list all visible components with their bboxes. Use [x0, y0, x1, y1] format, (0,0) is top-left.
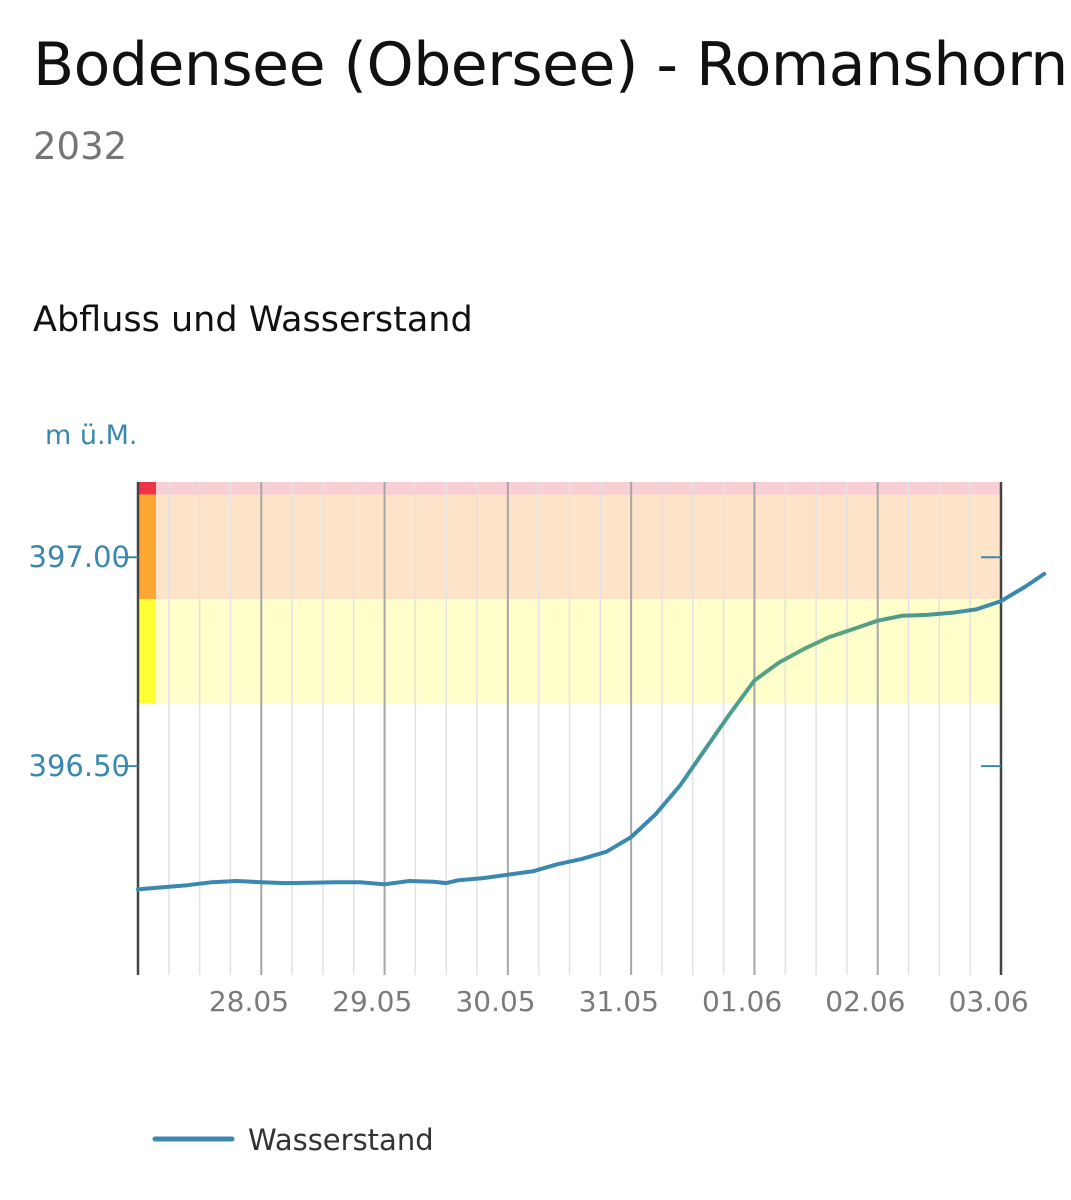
y-tick-label: 397.00 — [29, 540, 130, 574]
y-tick-label: 396.50 — [29, 749, 130, 783]
danger-marker-level-2 — [138, 598, 156, 704]
series-line-wasserstand — [136, 571, 1047, 892]
x-tick-label: 28.05 — [209, 985, 289, 1018]
danger-marker-level-1 — [138, 703, 156, 975]
grid-lines — [168, 482, 971, 975]
x-axis-ticks: 28.05 29.05 30.05 31.05 01.06 02.06 03.06 — [209, 985, 1029, 1018]
x-tick-label: 01.06 — [702, 985, 782, 1018]
x-tick-label: 30.05 — [455, 985, 535, 1018]
danger-marker-level-4 — [138, 482, 156, 495]
x-tick-label: 02.06 — [825, 985, 905, 1018]
section-title: Abfluss und Wasserstand — [33, 300, 473, 340]
x-tick-label: 03.06 — [949, 985, 1029, 1018]
page-title: Bodensee (Obersee) - Romanshorn — [33, 30, 1068, 100]
legend[interactable]: Wasserstand — [152, 1123, 434, 1157]
station-id: 2032 — [33, 125, 128, 168]
x-tick-label: 29.05 — [332, 985, 412, 1018]
x-tick-label: 31.05 — [579, 985, 659, 1018]
legend-label-wasserstand: Wasserstand — [248, 1123, 434, 1157]
y-axis-ticks: 396.50 397.00 — [29, 540, 1001, 783]
chart-frame — [136, 482, 1003, 975]
y-axis-unit-label: m ü.M. — [45, 420, 137, 451]
series-layer — [136, 571, 1047, 892]
danger-marker-level-3 — [138, 494, 156, 599]
